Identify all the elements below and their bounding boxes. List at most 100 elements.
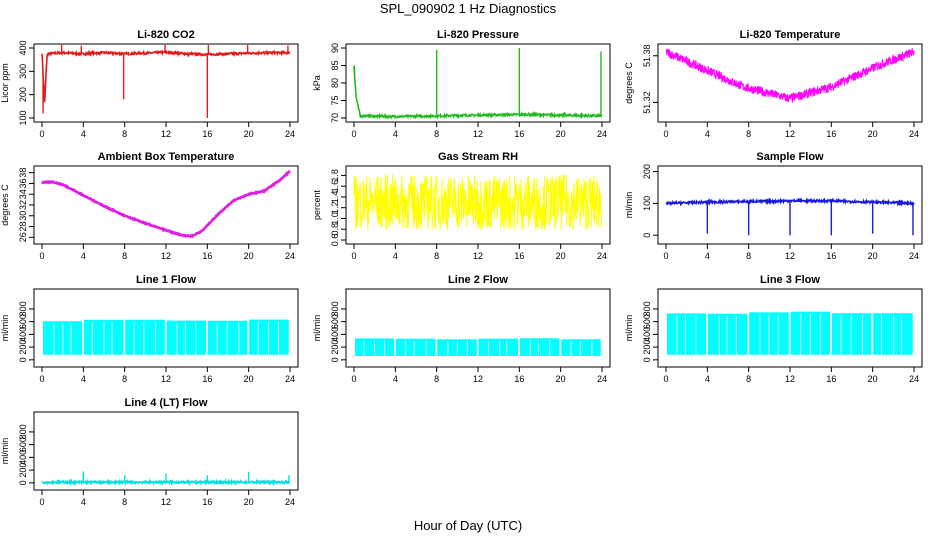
flow-block [125,319,165,355]
x-tick-label: 0 [39,129,44,139]
data-region [665,196,915,236]
panel-title: Line 1 Flow [136,274,196,286]
plot-frame [657,43,923,123]
x-tick-label: 8 [122,374,127,384]
y-tick-label: 400 [642,327,652,342]
y-tick-label: 600 [18,314,28,329]
y-tick-label: 75 [330,95,340,105]
data-region [665,48,915,104]
y-axis-label: ml/min [624,315,634,342]
x-tick-label: 24 [909,374,919,384]
x-tick-label: 12 [473,374,483,384]
x-tick-label: 20 [868,251,878,261]
y-tick-label: 0 [18,357,28,362]
data-region [41,471,291,487]
y-tick-label: 300 [18,64,28,79]
chart-panel-4: Ambient Box Temperature degrees C 0 4 8 12 16 2… [0,151,299,261]
y-tick-label: 800 [18,301,28,316]
y-axis-label: ml/min [0,438,10,465]
chart-panel-8: Line 2 Flow ml/min 0 4 8 12 16 20 24 0 20040060080… [312,274,611,384]
x-tick-label: 16 [514,374,524,384]
data-region [355,338,601,356]
y-tick-label: 400 [18,40,28,55]
x-tick-label: 16 [202,374,212,384]
y-tick-label: 600 [330,314,340,329]
x-tick-label: 16 [202,497,212,507]
panel-title: Line 2 Flow [448,274,508,286]
x-tick-label: 4 [705,251,710,261]
y-tick-label: 1.0 [330,212,340,225]
series-line [40,169,291,239]
y-tick-label: 800 [18,424,28,439]
series-line [353,65,603,121]
series-line [353,174,603,231]
y-axis-label: percent [312,189,322,220]
x-tick-label: 0 [663,129,668,139]
panel-title: Li-820 Pressure [437,29,519,41]
panel-title: Ambient Box Temperature [98,151,235,163]
x-tick-label: 4 [81,129,86,139]
panel-title: Li-820 Temperature [740,29,841,41]
x-tick-label: 8 [746,374,751,384]
flow-block [707,313,748,355]
y-tick-label: 0.6 [330,234,340,247]
plot-frame [345,43,611,123]
chart-panel-9: Line 3 Flow ml/min 0 4 8 12 16 20 24 0 20040060080… [624,274,923,384]
flow-block [478,338,519,356]
x-tick-label: 4 [705,374,710,384]
flow-block [561,339,601,356]
x-tick-label: 4 [81,497,86,507]
series-line [41,48,291,103]
y-tick-label: 34 [18,189,28,199]
x-tick-label: 8 [434,129,439,139]
x-tick-label: 0 [39,497,44,507]
x-tick-label: 20 [244,497,254,507]
x-tick-label: 12 [785,374,795,384]
panel-title: Gas Stream RH [438,151,518,163]
chart-panel-5: Gas Stream RH percent 0 4 8 12 16 20 24 0.60.81.0… [312,151,611,261]
x-tick-label: 16 [826,374,836,384]
y-axis-label: ml/min [624,192,634,219]
y-tick-label: 0 [642,357,652,362]
x-tick-label: 12 [161,497,171,507]
x-tick-label: 20 [244,129,254,139]
flow-block [519,338,560,356]
data-region [43,319,289,355]
y-tick-label: 200 [642,340,652,355]
x-tick-label: 0 [663,251,668,261]
x-tick-label: 0 [39,251,44,261]
flow-block [249,319,289,355]
panel-title: Line 4 (LT) Flow [125,397,208,409]
x-tick-label: 20 [556,374,566,384]
flow-block [166,320,207,355]
x-tick-label: 24 [285,129,295,139]
x-tick-label: 12 [473,251,483,261]
y-tick-label: 800 [330,301,340,316]
x-tick-label: 12 [161,374,171,384]
x-tick-label: 24 [597,251,607,261]
y-tick-label: 70 [330,113,340,123]
plot-frame [33,165,299,245]
x-tick-label: 24 [597,129,607,139]
flow-block [873,313,913,355]
x-tick-label: 16 [514,251,524,261]
x-tick-label: 16 [514,129,524,139]
y-tick-label: 600 [642,314,652,329]
x-tick-label: 20 [868,374,878,384]
x-tick-label: 8 [434,374,439,384]
y-tick-label: 80 [330,78,340,88]
x-tick-label: 4 [81,374,86,384]
y-axis-label: degrees C [0,184,10,226]
plot-frame [33,43,299,123]
y-tick-label: 800 [642,301,652,316]
y-tick-label: 400 [18,327,28,342]
y-tick-label: 38 [18,168,28,178]
x-tick-label: 0 [351,129,356,139]
y-axis-label: kPa [312,75,322,91]
figure-x-axis-label: Hour of Day (UTC) [413,518,523,533]
x-tick-label: 8 [122,251,127,261]
x-tick-label: 24 [285,497,295,507]
y-tick-label: 100 [642,196,652,211]
y-axis-label: degrees C [624,62,634,104]
x-tick-label: 4 [393,129,398,139]
